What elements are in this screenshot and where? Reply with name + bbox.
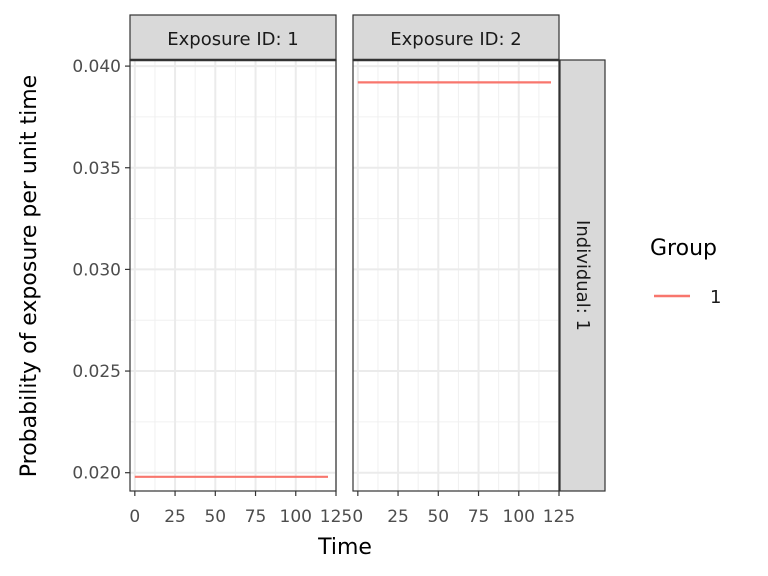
y-tick-label: 0.035 (72, 159, 121, 179)
panel-background (353, 60, 559, 491)
facet-strip-2: Exposure ID: 2 (352, 14, 560, 61)
x-tick-label: 125 (320, 507, 352, 527)
facet-row-strip: Individual: 1 (559, 59, 606, 492)
strip-background (352, 14, 560, 61)
y-tick-label: 0.040 (72, 57, 121, 77)
legend-label: 1 (710, 287, 721, 308)
panel-background (130, 60, 336, 491)
y-axis-title: Probability of exposure per unit time (17, 75, 42, 477)
row-strip-background (559, 59, 606, 492)
row-strip-label: Individual: 1 (572, 220, 593, 331)
x-tick-label: 25 (387, 507, 409, 527)
strip-label: Exposure ID: 1 (167, 29, 298, 50)
y-tick-label: 0.025 (72, 362, 121, 382)
x-tick-label: 50 (427, 507, 449, 527)
x-tick-label: 75 (245, 507, 267, 527)
facet-strip-1: Exposure ID: 1 (129, 14, 337, 61)
y-tick-label: 0.030 (72, 260, 121, 280)
x-tick-label: 125 (543, 507, 575, 527)
legend-title: Group (650, 236, 717, 261)
x-tick-label: 100 (503, 507, 535, 527)
x-tick-label: 0 (352, 507, 363, 527)
x-tick-label: 0 (129, 507, 140, 527)
x-tick-label: 75 (468, 507, 490, 527)
facet-panel-2 (352, 59, 560, 492)
x-tick-label: 50 (204, 507, 226, 527)
y-tick-label: 0.020 (72, 464, 121, 484)
x-tick-label: 100 (280, 507, 312, 527)
facet-panel-1 (129, 59, 337, 492)
legend: Group 1 (650, 236, 721, 308)
strip-background (129, 14, 337, 61)
x-axis-title: Time (317, 535, 372, 560)
strip-label: Exposure ID: 2 (390, 29, 521, 50)
x-tick-label: 25 (164, 507, 186, 527)
